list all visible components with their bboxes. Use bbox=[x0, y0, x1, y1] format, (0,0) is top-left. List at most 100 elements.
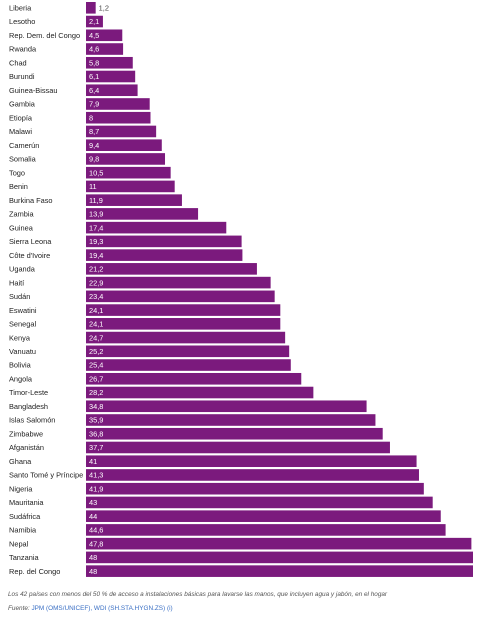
value-label: 47,8 bbox=[89, 539, 103, 548]
value-label: 28,2 bbox=[89, 388, 103, 397]
bar bbox=[86, 84, 138, 97]
bar-row: Sierra Leona 19,3 bbox=[9, 235, 242, 248]
category-label: Somalia bbox=[9, 155, 37, 164]
category-label: Sudán bbox=[9, 292, 30, 301]
bar bbox=[86, 221, 227, 234]
category-label: Zimbabwe bbox=[9, 429, 43, 438]
bar-chart: Liberia 1,2 Lesotho 2,1 Rep. Dem. del Congo 4… bbox=[9, 2, 473, 577]
bar-row: Kenya 24,7 bbox=[9, 331, 286, 344]
value-label: 19,4 bbox=[89, 251, 103, 260]
bar bbox=[86, 235, 242, 248]
value-label: 26,7 bbox=[89, 374, 103, 383]
bar bbox=[86, 194, 182, 206]
bar-row: Sudáfrica 44 bbox=[9, 510, 441, 522]
bar bbox=[86, 208, 199, 220]
source-link[interactable]: JPM (OMS/UNICEF), WDI (SH.STA.HYGN.ZS) (… bbox=[31, 605, 173, 612]
bar bbox=[86, 441, 390, 454]
chart-caption: Los 42 países con menos del 50 % de acce… bbox=[8, 591, 388, 598]
category-label: Sudáfrica bbox=[9, 512, 41, 521]
value-label: 24,1 bbox=[89, 320, 103, 329]
value-label: 34,8 bbox=[89, 402, 103, 411]
category-label: Rep. Dem. del Congo bbox=[9, 31, 80, 40]
bar-row: Malawi 8,7 bbox=[9, 125, 157, 138]
value-label: 4,5 bbox=[89, 31, 99, 40]
category-label: Bolivia bbox=[9, 361, 32, 370]
bar-row: Bangladesh 34,8 bbox=[9, 400, 367, 413]
category-label: Nigeria bbox=[9, 484, 33, 493]
category-label: Bangladesh bbox=[9, 402, 48, 411]
bar-row: Etiopía 8 bbox=[9, 111, 151, 124]
bar-row: Zambia 13,9 bbox=[9, 208, 199, 220]
value-label: 44,6 bbox=[89, 526, 103, 535]
bar bbox=[86, 524, 446, 536]
bar bbox=[86, 263, 257, 275]
bar-row: Lesotho 2,1 bbox=[9, 15, 103, 28]
value-label: 35,9 bbox=[89, 416, 103, 425]
bar-row: Gambia 7,9 bbox=[9, 98, 150, 110]
category-label: Etiopía bbox=[9, 113, 33, 122]
bar bbox=[86, 153, 166, 165]
bar bbox=[86, 70, 136, 83]
bar-row: Côte d'Ivoire 19,4 bbox=[9, 249, 243, 261]
value-label: 37,7 bbox=[89, 443, 103, 452]
value-label: 1,2 bbox=[99, 4, 109, 13]
value-label: 4,6 bbox=[89, 45, 99, 54]
bar bbox=[86, 469, 419, 481]
bar-row: Senegal 24,1 bbox=[9, 318, 281, 330]
value-label: 41,9 bbox=[89, 484, 103, 493]
bar-row: Burundi 6,1 bbox=[9, 70, 136, 83]
value-label: 13,9 bbox=[89, 210, 103, 219]
value-label: 36,8 bbox=[89, 429, 103, 438]
value-label: 17,4 bbox=[89, 223, 103, 232]
value-label: 44 bbox=[89, 512, 97, 521]
value-label: 9,4 bbox=[89, 141, 99, 150]
bar bbox=[86, 290, 275, 303]
bar bbox=[86, 166, 171, 179]
bar bbox=[86, 2, 96, 14]
bar-row: Bolivia 25,4 bbox=[9, 359, 291, 371]
value-label: 25,4 bbox=[89, 361, 103, 370]
bar bbox=[86, 139, 162, 151]
value-label: 6,1 bbox=[89, 72, 99, 81]
value-label: 24,7 bbox=[89, 333, 103, 342]
bar-row: Angola 26,7 bbox=[9, 372, 302, 385]
bar bbox=[86, 537, 472, 550]
category-label: Guinea bbox=[9, 223, 34, 232]
bar-row: Burkina Faso 11,9 bbox=[9, 194, 182, 206]
bar-row: Guinea 17,4 bbox=[9, 221, 227, 234]
bar-row: Togo 10,5 bbox=[9, 166, 171, 179]
bar bbox=[86, 29, 123, 42]
bar-row: Camerún 9,4 bbox=[9, 139, 162, 151]
value-label: 5,8 bbox=[89, 58, 99, 67]
category-label: Chad bbox=[9, 58, 27, 67]
category-label: Burkina Faso bbox=[9, 196, 53, 205]
bar bbox=[86, 482, 424, 495]
value-label: 41 bbox=[89, 457, 97, 466]
value-label: 9,8 bbox=[89, 155, 99, 164]
bar-row: Somalia 9,8 bbox=[9, 153, 166, 165]
bar-row: Liberia 1,2 bbox=[9, 2, 109, 14]
category-label: Lesotho bbox=[9, 17, 35, 26]
bar-row: Benin 11 bbox=[9, 180, 175, 193]
bar bbox=[86, 125, 157, 138]
bar bbox=[86, 15, 103, 28]
value-label: 25,2 bbox=[89, 347, 103, 356]
bar bbox=[86, 345, 290, 358]
category-label: Burundi bbox=[9, 72, 35, 81]
bar-row: Nigeria 41,9 bbox=[9, 482, 424, 495]
bar-row: Uganda 21,2 bbox=[9, 263, 257, 275]
category-label: Mauritania bbox=[9, 498, 44, 507]
value-label: 24,1 bbox=[89, 306, 103, 315]
value-label: 23,4 bbox=[89, 292, 103, 301]
value-label: 7,9 bbox=[89, 100, 99, 109]
bar-row: Eswatini 24,1 bbox=[9, 304, 281, 316]
bar bbox=[86, 427, 383, 440]
value-label: 48 bbox=[89, 553, 97, 562]
bar-row: Guinea-Bissau 6,4 bbox=[9, 84, 138, 97]
bar-row: Namibia 44,6 bbox=[9, 524, 446, 536]
category-label: Zambia bbox=[9, 210, 35, 219]
bar bbox=[86, 43, 124, 55]
bar-row: Rwanda 4,6 bbox=[9, 43, 124, 55]
category-label: Malawi bbox=[9, 127, 32, 136]
category-label: Rep. del Congo bbox=[9, 567, 60, 576]
